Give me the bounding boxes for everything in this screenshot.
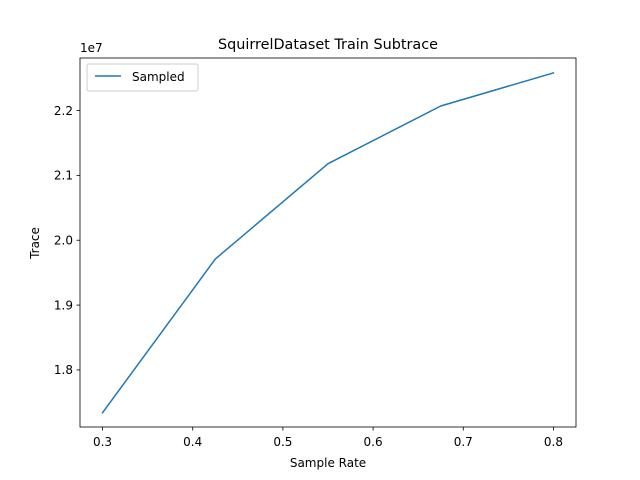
y-tick-label: 2.0 (54, 234, 73, 248)
y-axis-label: Trace (28, 227, 42, 260)
legend-label-sampled: Sampled (132, 70, 185, 84)
y-tick-label: 2.1 (54, 169, 73, 183)
y-axis-offset-label: 1e7 (80, 41, 103, 55)
legend-box (86, 63, 199, 92)
series-line-sampled (101, 71, 555, 414)
x-tick-label: 0.5 (273, 435, 292, 449)
y-tick-label: 1.8 (54, 363, 73, 377)
chart-title: SquirrelDataset Train Subtrace (218, 37, 438, 53)
x-tick-label: 0.4 (183, 435, 202, 449)
plot-frame (79, 57, 577, 428)
y-tick-label: 1.9 (54, 298, 73, 312)
legend: Sampled (86, 63, 199, 92)
y-axis-ticks: 1.8 1.9 2.0 2.1 2.2 (54, 104, 80, 377)
x-axis-label: Sample Rate (290, 456, 366, 470)
y-tick-label: 2.2 (54, 104, 73, 118)
x-tick-label: 0.3 (93, 435, 112, 449)
x-tick-label: 0.6 (364, 435, 383, 449)
x-tick-label: 0.8 (544, 435, 563, 449)
x-tick-label: 0.7 (454, 435, 473, 449)
series-layer (101, 71, 555, 414)
x-axis-ticks: 0.3 0.4 0.5 0.6 0.7 0.8 (93, 427, 563, 449)
